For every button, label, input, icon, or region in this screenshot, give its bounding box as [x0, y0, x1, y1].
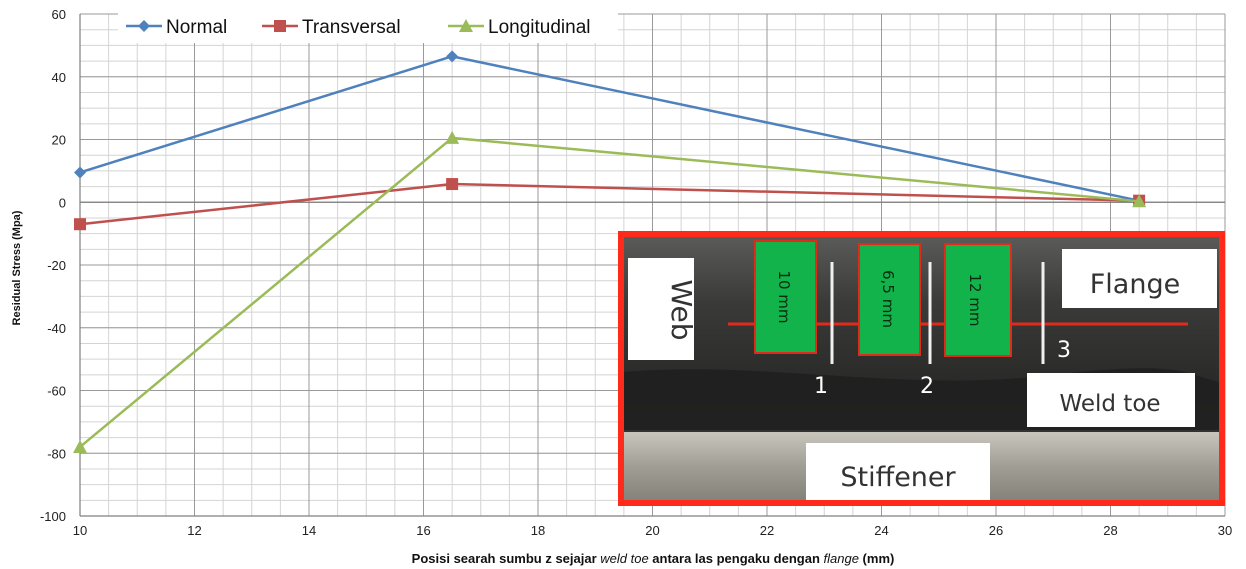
gauge-label-1: 10 mm [775, 270, 793, 323]
x-tick-label: 14 [302, 523, 316, 538]
x-tick-label: 12 [187, 523, 201, 538]
y-tick-label: 0 [59, 195, 66, 210]
y-tick-label: 60 [52, 7, 66, 22]
web-label: Web [665, 279, 698, 340]
x-tick-label: 30 [1218, 523, 1232, 538]
legend-label-longitudinal: Longitudinal [488, 17, 590, 38]
data-point-longitudinal [1132, 194, 1147, 208]
legend-label-transversal: Transversal [302, 17, 401, 38]
point-number-3: 3 [1057, 338, 1071, 363]
plot-axes [79, 14, 1225, 517]
weld-toe-label-box [1027, 373, 1195, 427]
gauge-label-2: 6,5 mm [879, 270, 897, 328]
series-longitudinal [73, 130, 1147, 453]
y-tick-label: -100 [40, 509, 66, 524]
data-point-longitudinal [445, 130, 460, 144]
chart-legend: Normal Transversal Longitudinal [118, 9, 618, 43]
flange-label: Flange [1090, 269, 1180, 300]
legend-item-normal: Normal [126, 17, 227, 38]
x-tick-label: 24 [874, 523, 888, 538]
point-number-1: 1 [814, 374, 828, 399]
y-tick-label: -80 [47, 446, 66, 461]
legend-label-normal: Normal [166, 17, 227, 38]
gauge-box-1 [754, 240, 817, 354]
x-tick-label: 10 [73, 523, 87, 538]
x-tick-label: 26 [989, 523, 1003, 538]
stiffener-label-box [806, 443, 990, 500]
data-point-transversal [74, 218, 86, 231]
legend-marker-normal [138, 20, 150, 32]
y-tick-label: 20 [52, 133, 66, 148]
data-point-normal [446, 50, 459, 63]
y-axis-title: Residual Stress (Mpa) [11, 210, 23, 325]
weld-toe-label: Weld toe [1059, 391, 1160, 417]
x-tick-label: 16 [416, 523, 430, 538]
y-tick-label: 40 [52, 70, 66, 85]
x-tick-label: 22 [760, 523, 774, 538]
x-tick-label: 18 [531, 523, 545, 538]
y-tick-label: -40 [47, 321, 66, 336]
x-tick-label: 20 [645, 523, 659, 538]
legend-item-transversal: Transversal [262, 17, 401, 38]
data-point-longitudinal [73, 439, 87, 453]
y-tick-label: -20 [47, 258, 66, 273]
y-tick-label: -60 [47, 384, 66, 399]
web-label-box [628, 258, 694, 360]
legend-marker-transversal [274, 20, 286, 32]
tick-labels: 10 12 14 16 18 20 22 24 26 28 306040200-20-40-60-8… [40, 7, 1232, 538]
weld-photo-inset: Web Flange Weld toe Stiffener 10 mm 6,5 … [618, 231, 1225, 506]
x-tick-label: 28 [1103, 523, 1117, 538]
data-point-transversal [446, 178, 459, 191]
flange-label-box [1062, 249, 1217, 308]
series-layer [73, 50, 1147, 453]
point-number-2: 2 [920, 374, 934, 399]
stiffener-label: Stiffener [840, 462, 956, 493]
gauge-box-3 [944, 243, 1012, 357]
gauge-label-3: 12 mm [966, 273, 984, 326]
legend-background [118, 9, 618, 43]
legend-marker-longitudinal [459, 19, 473, 32]
gauge-box-2 [858, 243, 921, 356]
legend-item-longitudinal: Longitudinal [448, 17, 590, 38]
data-point-normal [74, 166, 86, 179]
x-axis-title: Posisi searah sumbu z sejajar weld toe a… [412, 551, 895, 566]
